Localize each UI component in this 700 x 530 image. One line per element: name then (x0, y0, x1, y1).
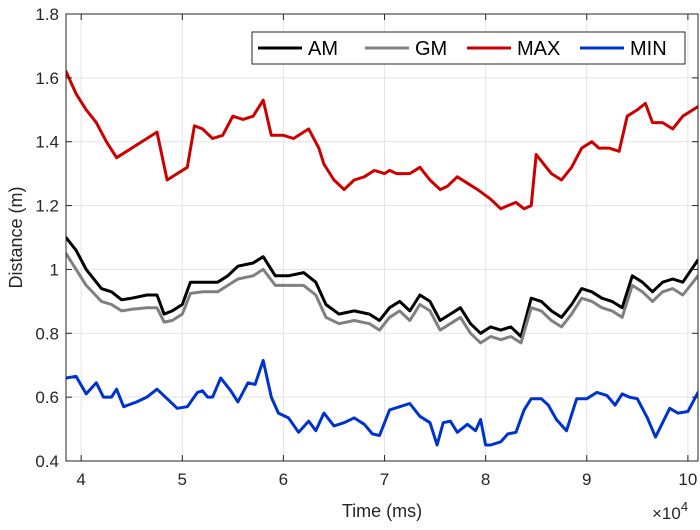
y-tick-label: 1 (50, 260, 59, 279)
legend-label-max: MAX (517, 38, 560, 60)
ticks: 4 5 6 7 8 9 10 0.4 0.6 0.8 1 1.2 1.4 1.6 1.8 (35, 5, 698, 489)
y-tick-label: 0.8 (35, 324, 59, 343)
series-line-max (66, 70, 698, 211)
y-tick-label: 0.6 (35, 388, 59, 407)
x-tick-label: 4 (76, 470, 85, 489)
series-line-gm (66, 252, 698, 345)
series-line-am (66, 236, 698, 338)
y-tick-label: 1.4 (35, 133, 59, 152)
x-tick-label: 7 (380, 470, 389, 489)
y-tick-label: 1.2 (35, 197, 59, 216)
x-tick-label: 5 (178, 470, 187, 489)
y-tick-label: 1.6 (35, 69, 59, 88)
x-tick-label: 9 (582, 470, 591, 489)
x-exponent-power: 4 (681, 499, 688, 514)
series-lines (66, 70, 698, 447)
x-tick-label: 8 (481, 470, 490, 489)
legend: AM GM MAX MIN (251, 31, 686, 65)
legend-label-gm: GM (415, 38, 447, 60)
series-line-min (66, 358, 698, 447)
x-tick-label: 10 (678, 470, 697, 489)
x-axis-label: Time (ms) (342, 501, 422, 521)
y-axis-label: Distance (m) (6, 186, 26, 288)
legend-label-am: AM (308, 38, 338, 60)
x-exponent-label: ×104 (652, 499, 688, 523)
y-tick-label: 0.4 (35, 452, 59, 471)
x-exponent-base: ×10 (652, 504, 681, 523)
x-tick-label: 6 (279, 470, 288, 489)
y-tick-label: 1.8 (35, 5, 59, 24)
axes-box (65, 13, 699, 462)
legend-label-min: MIN (630, 38, 667, 60)
